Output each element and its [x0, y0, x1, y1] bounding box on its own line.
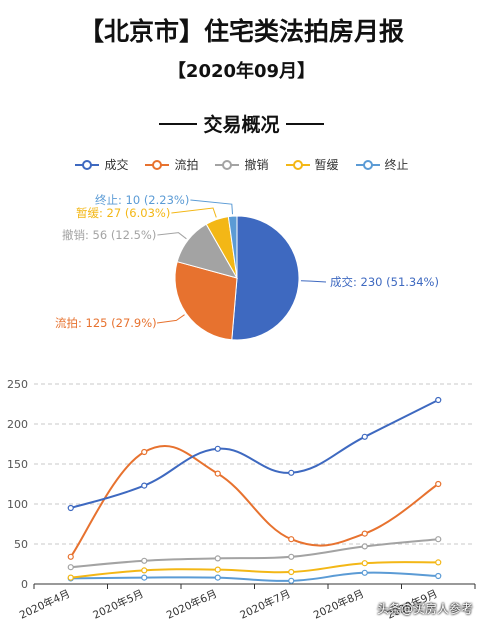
legend-item[interactable]: 流拍 — [144, 156, 198, 173]
pie-slice[interactable] — [174, 261, 238, 341]
data-point[interactable] — [67, 564, 74, 571]
series-line — [70, 399, 439, 509]
section-title: 交易概况 — [203, 114, 280, 136]
data-point[interactable] — [288, 553, 295, 560]
legend-item[interactable]: 撤销 — [214, 156, 269, 173]
pie-label-leader — [156, 314, 185, 324]
y-tick-label: 0 — [21, 578, 28, 591]
data-point[interactable] — [361, 530, 368, 537]
data-point[interactable] — [141, 482, 148, 489]
data-point[interactable] — [141, 567, 148, 574]
series-line — [70, 538, 439, 569]
legend-item[interactable]: 成交 — [74, 156, 128, 173]
data-point[interactable] — [141, 574, 148, 581]
legend-label: 撤销 — [244, 158, 269, 172]
data-point[interactable] — [141, 448, 148, 456]
legend-marker — [285, 159, 310, 170]
y-tick-label: 50 — [14, 538, 28, 551]
legend-label: 流拍 — [174, 158, 199, 172]
data-point[interactable] — [288, 568, 295, 576]
pie-label: 流拍: 125 (27.9%) — [55, 316, 157, 330]
data-point[interactable] — [361, 569, 368, 576]
legend-label: 成交 — [104, 158, 129, 172]
data-point[interactable] — [435, 559, 442, 566]
legend-label: 终止 — [384, 158, 409, 172]
report-title: 【北京市】住宅类法拍房月报 — [78, 17, 404, 46]
y-tick-label: 200 — [7, 418, 28, 431]
watermark: 头条@买房人参考 — [376, 602, 473, 616]
data-point[interactable] — [214, 555, 221, 562]
data-point[interactable] — [214, 566, 221, 573]
pie-label: 撤销: 56 (12.5%) — [62, 228, 156, 242]
legend-marker — [145, 159, 170, 170]
legend-marker — [215, 159, 240, 170]
data-point[interactable] — [435, 536, 442, 543]
legend-marker — [75, 159, 100, 170]
data-point[interactable] — [214, 470, 221, 477]
report-period: 【2020年09月】 — [167, 61, 316, 82]
legend-item[interactable]: 终止 — [355, 156, 409, 173]
data-point[interactable] — [361, 543, 368, 550]
data-point[interactable] — [435, 572, 442, 580]
data-point[interactable] — [288, 469, 295, 476]
series-line — [70, 571, 439, 582]
chart-legend: 成交 流拍 撤销 暂缓 终止 — [0, 156, 483, 173]
x-tick-label: 2020年5月 — [91, 587, 146, 622]
data-point[interactable] — [435, 396, 442, 404]
section-rule-left — [159, 122, 198, 125]
x-tick-label: 2020年8月 — [311, 587, 366, 622]
pie-label-leader — [171, 207, 217, 218]
line-chart: 0 50 100 150 200 250 2020年4月 2020年5月 2020年6月 2020… — [7, 378, 476, 622]
section-rule-right — [285, 122, 324, 125]
data-point[interactable] — [361, 433, 368, 440]
data-point[interactable] — [141, 557, 148, 564]
data-point[interactable] — [435, 480, 442, 488]
pie-label-leader — [300, 280, 327, 283]
x-tick-label: 2020年7月 — [238, 587, 293, 622]
pie-slice[interactable] — [227, 215, 238, 279]
data-point[interactable] — [67, 553, 74, 560]
legend-item[interactable]: 暂缓 — [285, 156, 339, 173]
y-tick-label: 150 — [7, 458, 28, 471]
data-point[interactable] — [214, 574, 221, 581]
pie-label-leader — [190, 199, 234, 215]
data-point[interactable] — [288, 577, 295, 584]
legend-marker — [355, 159, 380, 170]
section-header: 交易概况 — [0, 110, 483, 137]
data-point[interactable] — [67, 574, 74, 581]
series-line — [70, 561, 439, 579]
pie-slice[interactable] — [231, 215, 300, 341]
pie-label: 终止: 10 (2.23%) — [95, 193, 189, 207]
x-tick-label: 2020年4月 — [17, 587, 72, 622]
data-point[interactable] — [288, 536, 295, 543]
pie-chart: 成交: 230 (51.34%) 流拍: 125 (27.9%) 撤销: 56 (1… — [55, 193, 439, 341]
pie-label: 成交: 230 (51.34%) — [330, 275, 439, 289]
data-point[interactable] — [361, 560, 368, 567]
pie-label-leader — [157, 232, 187, 240]
data-point[interactable] — [67, 504, 74, 512]
y-tick-label: 100 — [7, 498, 28, 511]
pie-label: 暂缓: 27 (6.03%) — [76, 206, 170, 220]
y-tick-label: 250 — [7, 378, 28, 391]
x-tick-label: 2020年6月 — [164, 587, 219, 622]
data-point[interactable] — [214, 445, 221, 452]
legend-label: 暂缓 — [314, 158, 339, 172]
series-line — [69, 445, 439, 558]
